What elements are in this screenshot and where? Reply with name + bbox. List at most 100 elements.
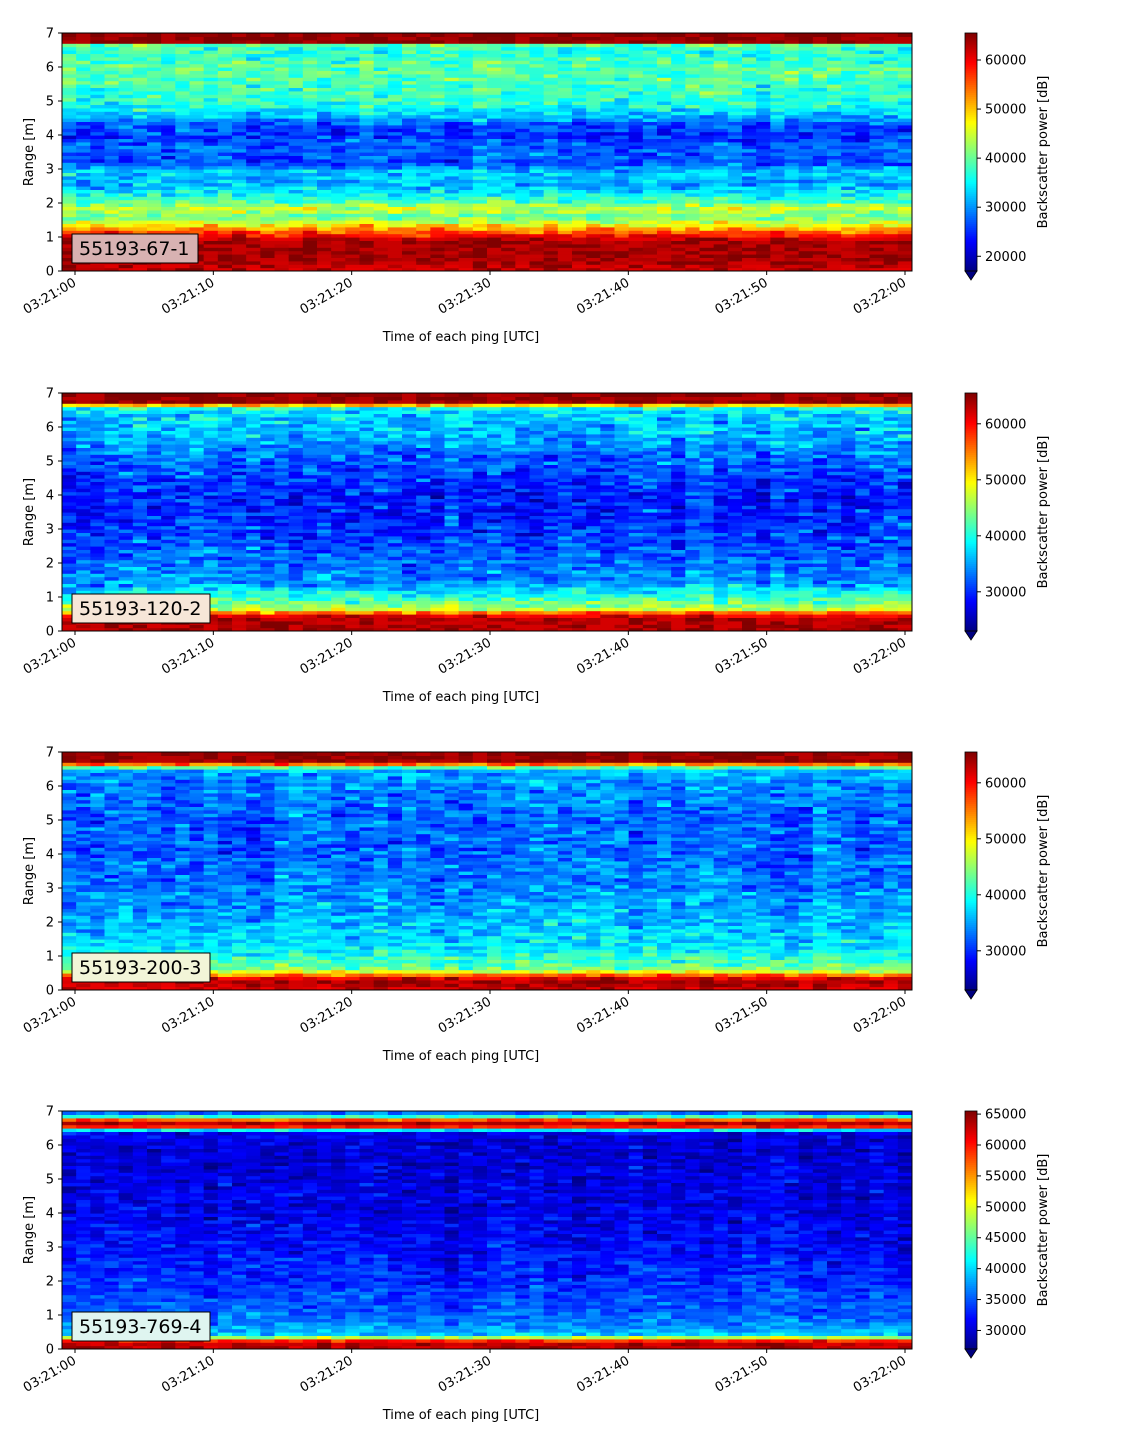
- heatmap-cell: [62, 450, 77, 455]
- heatmap-cell: [869, 148, 885, 153]
- heatmap-cell: [770, 189, 786, 194]
- heatmap-cell: [557, 257, 573, 262]
- heatmap-cell: [812, 94, 828, 99]
- heatmap-cell: [76, 131, 91, 136]
- heatmap-cell: [246, 264, 261, 269]
- heatmap-cell: [260, 186, 276, 190]
- heatmap-cell: [742, 162, 757, 167]
- heatmap-cell: [203, 90, 219, 95]
- heatmap-cell: [883, 169, 899, 173]
- heatmap-cell: [288, 192, 304, 197]
- heatmap-cell: [642, 213, 658, 218]
- heatmap-cell: [274, 220, 290, 224]
- heatmap-cell: [897, 260, 912, 265]
- heatmap-cell: [430, 131, 446, 136]
- heatmap-cell: [359, 237, 375, 241]
- colorbar-segment: [965, 245, 977, 248]
- heatmap-cell: [232, 128, 247, 133]
- heatmap-cell: [104, 121, 120, 126]
- heatmap-cell: [444, 206, 460, 211]
- heatmap-cell: [402, 169, 417, 173]
- heatmap-cell: [132, 121, 148, 126]
- heatmap-cell: [203, 172, 219, 177]
- heatmap-cell: [147, 196, 162, 201]
- heatmap-cell: [232, 206, 247, 211]
- heatmap-cell: [132, 440, 148, 445]
- heatmap-cell: [132, 114, 148, 119]
- heatmap-cell: [274, 209, 290, 214]
- heatmap-cell: [883, 175, 899, 180]
- heatmap-cell: [175, 450, 191, 455]
- heatmap-cell: [642, 237, 658, 241]
- heatmap-cell: [90, 512, 106, 516]
- heatmap-cell: [430, 145, 446, 150]
- heatmap-cell: [869, 264, 885, 269]
- heatmap-cell: [189, 97, 205, 102]
- heatmap-cell: [897, 189, 912, 194]
- heatmap-cell: [586, 33, 601, 37]
- heatmap-cell: [161, 478, 176, 482]
- heatmap-cell: [529, 206, 545, 211]
- heatmap-cell: [430, 135, 446, 139]
- heatmap-cell: [104, 172, 120, 177]
- heatmap-cell: [76, 478, 91, 482]
- heatmap-cell: [855, 199, 871, 204]
- heatmap-cell: [756, 152, 771, 156]
- heatmap-cell: [118, 416, 134, 421]
- heatmap-cell: [132, 403, 148, 408]
- heatmap-cell: [572, 148, 587, 153]
- heatmap-cell: [387, 230, 403, 235]
- heatmap-cell: [118, 586, 134, 591]
- heatmap-cell: [132, 165, 148, 170]
- heatmap-cell: [897, 114, 912, 119]
- heatmap-cell: [175, 413, 191, 418]
- heatmap-cell: [118, 583, 134, 588]
- heatmap-cell: [444, 114, 460, 119]
- heatmap-cell: [572, 264, 587, 269]
- heatmap-cell: [841, 203, 856, 207]
- colorbar-tick-label: 40000: [985, 152, 1026, 167]
- heatmap-cell: [161, 33, 176, 37]
- heatmap-cell: [288, 33, 304, 37]
- heatmap-cell: [260, 257, 276, 262]
- heatmap-cell: [402, 247, 417, 252]
- heatmap-cell: [727, 70, 743, 75]
- heatmap-cell: [90, 90, 106, 95]
- heatmap-cell: [104, 192, 120, 197]
- heatmap-cell: [373, 128, 389, 133]
- heatmap-cell: [586, 247, 601, 252]
- heatmap-cell: [487, 50, 502, 54]
- heatmap-cell: [189, 141, 205, 146]
- heatmap-cell: [685, 128, 701, 133]
- heatmap-cell: [572, 155, 587, 160]
- heatmap-cell: [76, 267, 91, 271]
- heatmap-cell: [76, 457, 91, 462]
- heatmap-cell: [727, 107, 743, 112]
- heatmap-cell: [657, 213, 672, 218]
- heatmap-cell: [246, 165, 261, 170]
- heatmap-cell: [76, 403, 91, 408]
- heatmap-cell: [147, 111, 162, 116]
- heatmap-cell: [572, 43, 587, 48]
- heatmap-cell: [62, 216, 77, 221]
- heatmap-cell: [685, 169, 701, 173]
- heatmap-cell: [642, 206, 658, 211]
- heatmap-cell: [90, 36, 106, 41]
- heatmap-cell: [373, 107, 389, 112]
- heatmap-cell: [317, 196, 332, 201]
- heatmap-cell: [812, 189, 828, 194]
- heatmap-cell: [515, 186, 531, 190]
- heatmap-cell: [444, 220, 460, 224]
- heatmap-cell: [317, 192, 332, 197]
- colorbar-segment: [965, 138, 977, 141]
- heatmap-cell: [373, 87, 389, 92]
- heatmap-cell: [458, 237, 474, 241]
- y-tick-label: 6: [46, 61, 54, 76]
- heatmap-cell: [600, 118, 616, 122]
- heatmap-cell: [458, 141, 474, 146]
- heatmap-cell: [203, 186, 219, 190]
- heatmap-cell: [472, 209, 488, 214]
- heatmap-cell: [614, 36, 630, 41]
- heatmap-cell: [217, 84, 233, 88]
- heatmap-cell: [161, 226, 176, 231]
